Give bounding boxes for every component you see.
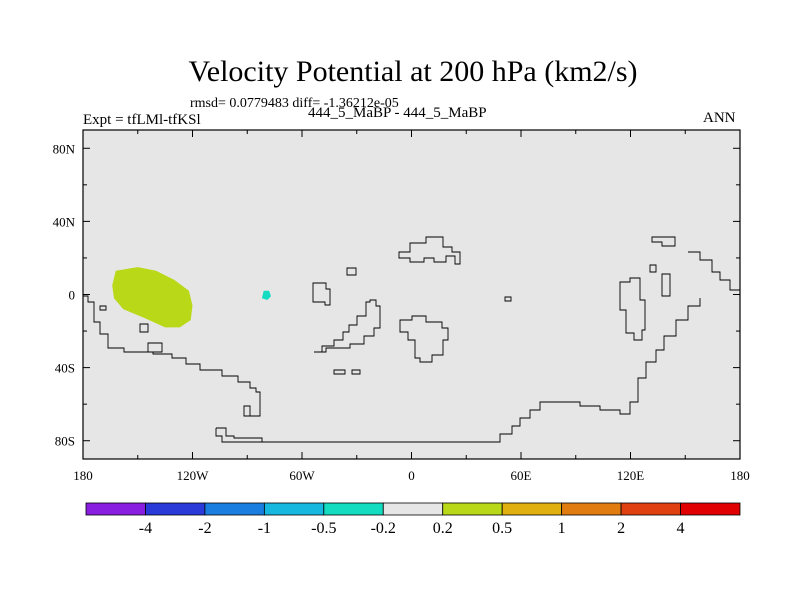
colorbar-label: 4: [677, 520, 685, 537]
plot-background: [83, 130, 740, 459]
colorbar-swatch: [145, 502, 206, 516]
right-label: ANN: [703, 110, 736, 126]
y-tick-label: 0: [69, 288, 76, 303]
colorbar-swatch: [561, 502, 622, 516]
colorbar-swatch: [442, 502, 503, 516]
colorbar-swatch: [204, 502, 265, 516]
coastline-antarctic-peninsula: [333, 369, 361, 375]
x-tick-label: 120W: [177, 468, 210, 483]
x-tick-label: 60W: [289, 468, 315, 483]
shaded-regions: [112, 267, 271, 328]
y-tick-label: 80S: [55, 434, 75, 449]
coastline-asia-pacific: [649, 264, 671, 297]
colorbar-label: -4: [139, 520, 152, 537]
colorbar-label: 0.5: [492, 520, 512, 537]
colorbar-label: 0.2: [433, 520, 453, 537]
y-tick-label: 40S: [55, 361, 75, 376]
colorbar-label: 1: [558, 520, 566, 537]
colorbar-swatch: [85, 502, 146, 516]
stats-label: rmsd= 0.0779483 diff= -1.36212e-05: [190, 96, 399, 111]
colorbar-swatch: [323, 502, 384, 516]
x-tick-label: 180: [730, 468, 750, 483]
colorbar-swatch: [382, 502, 444, 516]
chart-title: Velocity Potential at 200 hPa (km2/s): [188, 55, 638, 88]
colorbar-label: -0.5: [311, 520, 336, 537]
positive-anomaly-eastern-pacific: [112, 267, 193, 328]
colorbar-swatch: [620, 502, 681, 516]
y-tick-label: 80N: [53, 141, 76, 156]
coastlines: [83, 236, 741, 443]
x-tick-label: 180: [73, 468, 93, 483]
coastline-south-america-south: [314, 299, 381, 353]
coastline-antarctica: [216, 298, 701, 443]
colorbar: -4 -2 -1 -0.5 -0.2 0.2 0.5 1 2 4: [85, 502, 741, 537]
center-label: 444_5_MaBP - 444_5_MaBP: [308, 105, 487, 121]
x-tick-label: 60E: [511, 468, 532, 483]
colorbar-label: -0.2: [371, 520, 396, 537]
coastline-new-zealand: [651, 236, 676, 247]
negative-anomaly-central-america: [261, 290, 271, 300]
coastline-south-america: [312, 282, 331, 306]
axis-ticks: 180 120W 60W 0 60E 120E 180 80N 40N 0 40S 80S: [53, 130, 750, 483]
colorbar-swatch: [263, 502, 325, 516]
coastline-antarctic-shelf: [215, 428, 262, 443]
colorbar-swatch: [680, 502, 741, 516]
coastline-australia: [619, 277, 646, 341]
coastline-maritime: [688, 251, 741, 298]
coastline-small-islands: [99, 305, 163, 353]
coastline-east-asia: [346, 267, 357, 276]
coastline-africa: [398, 236, 461, 265]
x-tick-label: 120E: [617, 468, 645, 483]
coastline-small-island: [504, 296, 512, 302]
y-tick-label: 40N: [53, 214, 76, 229]
left-label: Expt = tfLMl-tfKSl: [83, 112, 201, 128]
coastline-africa-south: [399, 315, 449, 363]
coastline-north-america: [83, 295, 261, 417]
colorbar-label: 2: [617, 520, 625, 537]
colorbar-label: -1: [258, 520, 271, 537]
x-tick-label: 0: [408, 468, 415, 483]
colorbar-label: -2: [198, 520, 211, 537]
colorbar-swatch: [501, 502, 563, 516]
